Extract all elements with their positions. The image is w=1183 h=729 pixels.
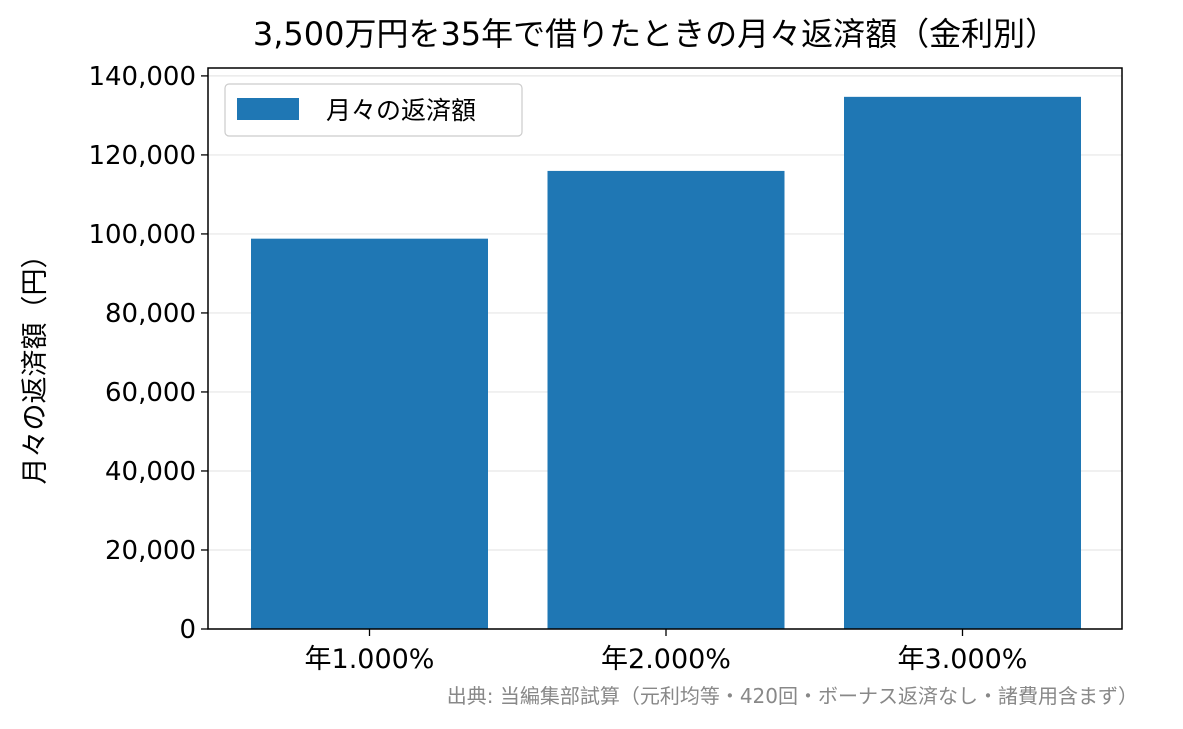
y-axis-ticks: 0 20,000 40,000 60,000 80,000 100,000 120,000 1… (88, 62, 208, 645)
bar (547, 170, 785, 630)
legend-swatch (237, 98, 299, 120)
x-tick-label: 年2.000% (601, 644, 731, 675)
y-tick-label: 80,000 (105, 299, 196, 329)
bar (251, 238, 488, 630)
plot-frame (207, 67, 1123, 630)
y-tick-label: 120,000 (88, 141, 196, 171)
legend: 月々の返済額 (224, 83, 523, 137)
legend-label: 月々の返済額 (326, 96, 476, 125)
source-note: 出典: 当編集部試算（元利均等・420回・ボーナス返済なし・諸費用含まず） (447, 684, 1138, 708)
y-tick-label: 40,000 (105, 457, 196, 487)
x-axis-ticks: 年1.000% 年2.000% 年3.000% (305, 629, 1028, 675)
y-axis-label: 月々の返済額（円） (20, 242, 51, 485)
y-tick-label: 140,000 (88, 62, 196, 92)
y-tick-label: 20,000 (105, 536, 196, 566)
bar (844, 96, 1081, 629)
x-tick-label: 年3.000% (898, 644, 1028, 675)
y-tick-label: 60,000 (105, 378, 196, 408)
y-tick-label: 0 (179, 615, 196, 645)
legend-frame (224, 83, 523, 137)
chart-title: 3,500万円を35年で借りたときの月々返済額（金利別） (253, 15, 1057, 53)
x-tick-label: 年1.000% (305, 644, 435, 675)
y-tick-label: 100,000 (88, 220, 196, 250)
bars (251, 96, 1081, 630)
